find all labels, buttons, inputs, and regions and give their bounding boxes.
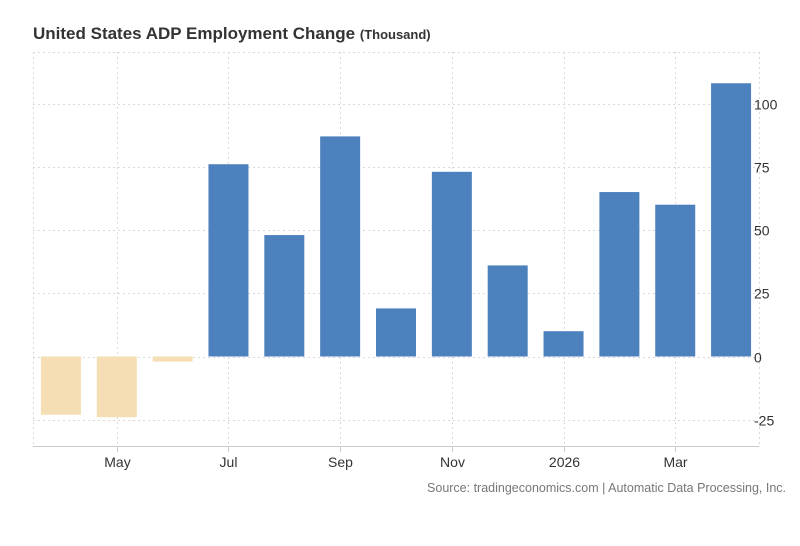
title-unit: (Thousand) — [359, 27, 431, 42]
bar[interactable] — [376, 308, 416, 357]
x-tick-label: Nov — [440, 454, 465, 470]
x-tick-label: Jul — [220, 454, 238, 470]
grid-layer — [33, 52, 760, 446]
y-tick-label: 25 — [754, 286, 770, 302]
bar[interactable] — [431, 171, 472, 357]
x-tick-label: Sep — [328, 454, 353, 470]
x-tick-label: May — [104, 454, 130, 470]
y-tick-label: 0 — [754, 350, 762, 366]
y-tick-label: 75 — [754, 160, 770, 176]
bar[interactable] — [655, 204, 696, 357]
y-tick-label: 100 — [754, 97, 778, 113]
bar[interactable] — [711, 83, 752, 357]
bar[interactable] — [96, 356, 137, 418]
y-tick-label: -25 — [754, 413, 774, 429]
bar[interactable] — [40, 356, 81, 415]
bar[interactable] — [487, 265, 528, 357]
label-layer: -25 0 25 50 75 100 May Jul Sep Nov 2026 Mar — [104, 97, 777, 471]
title-text: United States ADP Employment Change — [33, 24, 356, 43]
bar[interactable] — [543, 331, 584, 357]
bar[interactable] — [320, 136, 361, 357]
x-tick-label: 2026 — [549, 454, 580, 470]
bar[interactable] — [599, 192, 640, 357]
bar[interactable] — [264, 235, 305, 357]
chart-source: Source: tradingeconomics.com | Automatic… — [427, 481, 786, 495]
bar-layer — [40, 83, 752, 418]
axis-layer — [33, 446, 759, 452]
bar[interactable] — [208, 164, 249, 357]
x-tick-label: Mar — [663, 454, 687, 470]
chart-title: United States ADP Employment Change (Tho… — [33, 24, 431, 44]
y-tick-label: 50 — [754, 223, 770, 239]
bar[interactable] — [152, 356, 193, 362]
